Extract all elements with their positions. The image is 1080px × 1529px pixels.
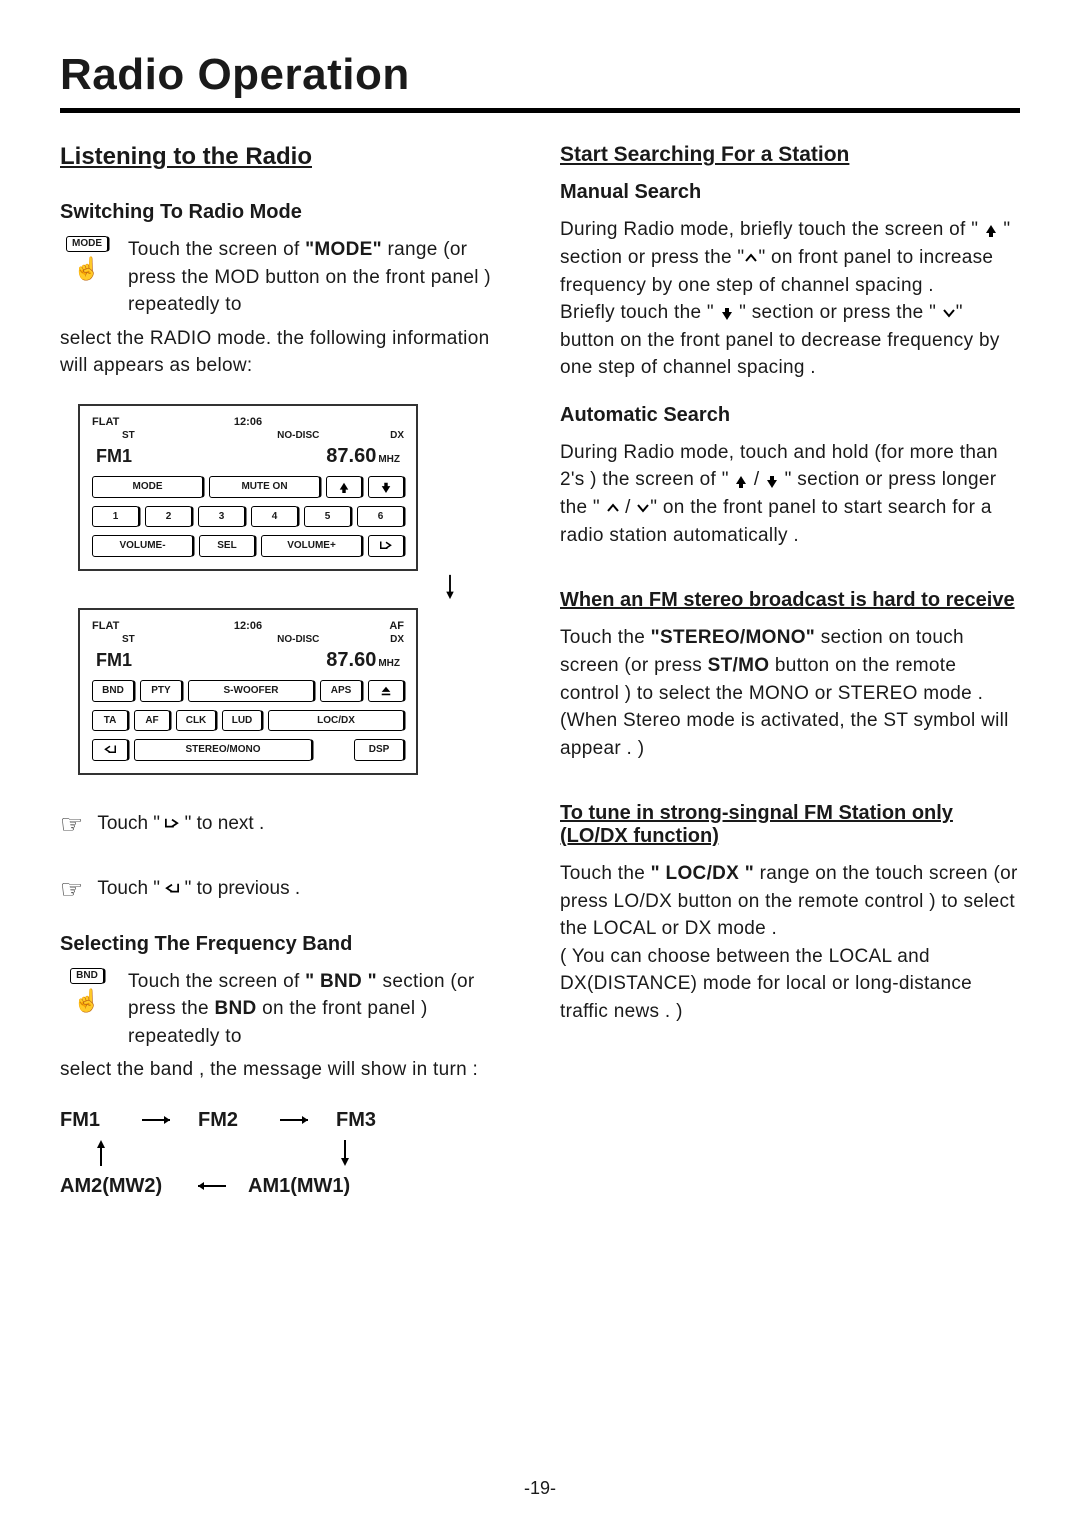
- bnd-text-2: select the band , the message will show …: [60, 1056, 520, 1084]
- band-sequence: FM1 FM2 FM3 AM2(MW2) AM1(MW1): [60, 1102, 520, 1204]
- lodx-text-1: Touch the " LOC/DX " range on the touch …: [560, 860, 1020, 943]
- panel2-bnd[interactable]: BND: [92, 680, 134, 702]
- section-listening: Listening to the Radio: [60, 143, 520, 171]
- left-column: Listening to the Radio Switching To Radi…: [60, 143, 520, 1204]
- preset-2[interactable]: 2: [145, 506, 192, 527]
- lodx-heading: To tune in strong-singnal FM Station onl…: [560, 802, 1020, 848]
- search-heading: Start Searching For a Station: [560, 143, 1020, 167]
- panel2-swoofer[interactable]: S-WOOFER: [188, 680, 314, 702]
- manual-text-1: During Radio mode, briefly touch the scr…: [560, 216, 1020, 299]
- hand-icon: ☝: [73, 258, 100, 280]
- switch-text-1: Touch the screen of "MODE" range (or pre…: [128, 236, 520, 319]
- panel-btn-sel[interactable]: SEL: [199, 535, 255, 557]
- stereo-heading: When an FM stereo broadcast is hard to r…: [560, 589, 1020, 612]
- stereo-text-2: (When Stereo mode is activated, the ST s…: [560, 707, 1020, 762]
- panel2-clk[interactable]: CLK: [176, 710, 216, 731]
- page-number: -19-: [0, 1478, 1080, 1499]
- title-rule: [60, 108, 1020, 113]
- bnd-text-1: Touch the screen of " BND " section (or …: [128, 968, 520, 1051]
- stereo-text-1: Touch the "STEREO/MONO" section on touch…: [560, 624, 1020, 707]
- panel-btn-mode[interactable]: MODE: [92, 476, 203, 498]
- panel-btn-voldown[interactable]: VOLUME-: [92, 535, 193, 557]
- panel-btn-up[interactable]: [326, 476, 362, 498]
- note-prev: ☞ Touch " " to previous .: [60, 874, 520, 905]
- preset-6[interactable]: 6: [357, 506, 404, 527]
- auto-heading: Automatic Search: [560, 404, 1020, 427]
- panel2-af[interactable]: AF: [134, 710, 170, 731]
- panel2-pty[interactable]: PTY: [140, 680, 182, 702]
- preset-3[interactable]: 3: [198, 506, 245, 527]
- panel2-ta[interactable]: TA: [92, 710, 128, 731]
- preset-4[interactable]: 4: [251, 506, 298, 527]
- select-band-heading: Selecting The Frequency Band: [60, 933, 520, 956]
- bnd-button-icon: BND: [70, 968, 104, 984]
- right-column: Start Searching For a Station Manual Sea…: [560, 143, 1020, 1204]
- preset-1[interactable]: 1: [92, 506, 139, 527]
- auto-text: During Radio mode, touch and hold (for m…: [560, 439, 1020, 550]
- preset-5[interactable]: 5: [304, 506, 351, 527]
- panel-btn-down[interactable]: [368, 476, 404, 498]
- panel-btn-next[interactable]: [368, 535, 404, 557]
- panel2-stereomono[interactable]: STEREO/MONO: [134, 739, 312, 761]
- manual-text-2: Briefly touch the " " section or press t…: [560, 299, 1020, 382]
- panel-btn-mute[interactable]: MUTE ON: [209, 476, 320, 498]
- pointer-icon: ☞: [60, 874, 83, 905]
- radio-panel-2: FLAT12:06AF STNO-DISCDX FM187.60MHZ BND …: [78, 608, 418, 775]
- lodx-text-2: ( You can choose between the LOCAL and D…: [560, 943, 1020, 1026]
- mode-button-icon: MODE: [66, 236, 108, 252]
- radio-panel-1: FLAT12:06 STNO-DISCDX FM187.60MHZ MODE M…: [78, 404, 418, 571]
- pointer-icon: ☞: [60, 809, 83, 840]
- panel2-prev[interactable]: [92, 739, 128, 761]
- switching-heading: Switching To Radio Mode: [60, 201, 520, 224]
- panel2-aps[interactable]: APS: [320, 680, 362, 702]
- page-title: Radio Operation: [60, 50, 1020, 100]
- panel2-locdx[interactable]: LOC/DX: [268, 710, 404, 731]
- panel2-dsp[interactable]: DSP: [354, 739, 404, 761]
- up-arrow-icon: [984, 216, 998, 244]
- panel2-lud[interactable]: LUD: [222, 710, 262, 731]
- chevron-down-icon: [942, 299, 956, 327]
- chevron-up-icon: [744, 244, 758, 272]
- panel-connector-arrow: [60, 573, 520, 606]
- panel2-eject[interactable]: [368, 680, 404, 702]
- down-arrow-icon: [720, 299, 734, 327]
- hand-icon: ☝: [73, 990, 100, 1012]
- note-next: ☞ Touch " " to next .: [60, 809, 520, 840]
- panel-btn-volup[interactable]: VOLUME+: [261, 535, 362, 557]
- manual-heading: Manual Search: [560, 181, 1020, 204]
- switch-text-2: select the RADIO mode. the following inf…: [60, 325, 520, 380]
